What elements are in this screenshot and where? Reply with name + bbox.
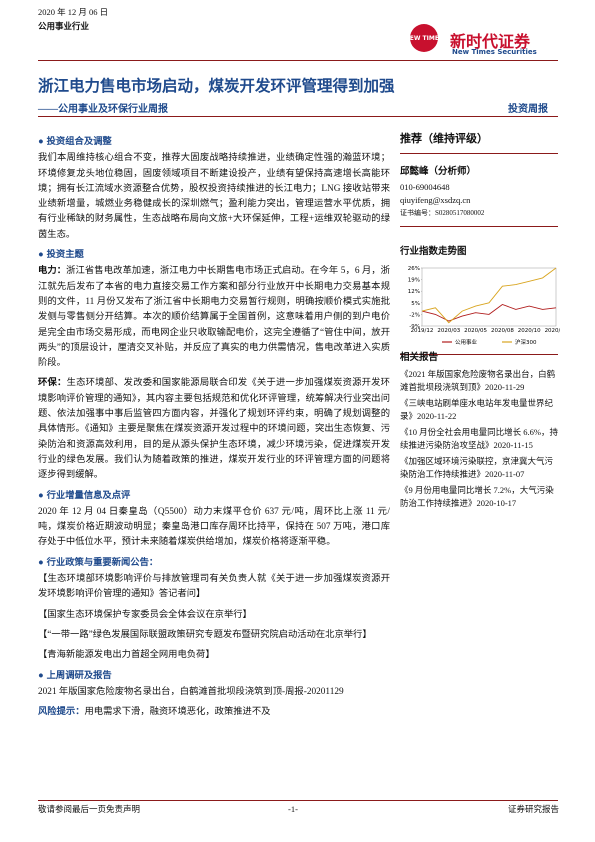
section-heading: 上周调研及报告	[38, 669, 390, 684]
title-rule	[38, 116, 558, 117]
page-number: -1-	[288, 804, 298, 814]
chart-rule	[400, 354, 558, 355]
legend-label: 公用事业	[455, 338, 478, 346]
paragraph: 环保：生态环境部、发改委和国家能源局联合印发《关于进一步加强煤炭资源开发环境影响…	[38, 376, 390, 483]
logo-en: New Times Securities	[452, 48, 537, 56]
related-title: 《10 月份全社会用电量同比增长 6.6%，持续推进污染防治攻坚战》	[400, 427, 558, 450]
x-tick-label: 2020/10	[518, 328, 541, 334]
related-date: 2020-10-17	[476, 498, 517, 508]
disclaimer: 敬请参阅最后一页免责声明	[38, 804, 141, 814]
subtitle: ——公用事业及环保行业周报	[38, 104, 168, 115]
paragraph: 风险提示：用电需求下滑，融资环境恶化，政策推进不及	[38, 705, 390, 720]
y-tick-label: 5%	[411, 301, 420, 307]
related-date: 2020-11-07	[485, 469, 525, 479]
y-tick-label: 12%	[408, 289, 420, 295]
x-tick-label: 2020/12	[545, 328, 560, 334]
paragraph-text: 【生态环境部环境影响评价与排放管理司有关负责人就《关于进一步加强煤炭资源开发环境…	[38, 574, 390, 600]
section-heading: 投资组合及调整	[38, 135, 390, 150]
paragraph-label: 环保：	[38, 378, 67, 389]
related-item: 《2021 年版国家危险废物名录出台，白鹤滩首批坝段浇筑到顶》2020-11-2…	[400, 368, 560, 394]
section-heading: 投资主题	[38, 248, 390, 263]
paragraph-text: 2021 年版国家危险废物名录出台，白鹤滩首批坝段浇筑到顶-周报-2020112…	[38, 686, 344, 697]
paragraph: 2021 年版国家危险废物名录出台，白鹤滩首批坝段浇筑到顶-周报-2020112…	[38, 685, 390, 700]
related-title: 《三峡电站刷单座水电站年发电量世界纪录》	[400, 398, 554, 421]
related-date: 2020-11-29	[485, 382, 525, 392]
y-tick-label: -2%	[409, 312, 420, 318]
index-chart: 26% 19% 12% 5% -2% -9%2019/12 2020/03 2020/05 20…	[408, 266, 560, 346]
date: 2020 年 12 月 06 日	[38, 7, 109, 17]
y-tick-label: 19%	[408, 278, 420, 284]
related-item: 《10 月份全社会用电量同比增长 6.6%，持续推进污染防治攻坚战》2020-1…	[400, 426, 560, 452]
related-date: 2020-11-22	[417, 411, 457, 421]
industry: 公用事业行业	[38, 21, 90, 31]
logo-name: 新时代证券	[450, 32, 531, 51]
y-tick-label: -9%	[409, 324, 420, 330]
related-item: 《9 月份用电量同比增长 7.2%，大气污染防治工作持续推进》2020-10-1…	[400, 484, 560, 510]
x-tick-label: 2020/08	[491, 328, 514, 334]
report-type: 投资周报	[508, 104, 548, 115]
paragraph-label: 风险提示：	[38, 707, 85, 718]
paragraph-text: 生态环境部、发改委和国家能源局联合印发《关于进一步加强煤炭资源开发环境影响评价管…	[38, 378, 390, 481]
email: qiuyifeng@xsdzq.cn	[400, 195, 471, 205]
paragraph: 【青海新能源发电出力首超全网用电负荷】	[38, 648, 390, 663]
related-item: 《加强区域环境污染联控，京津冀大气污染防治工作持续推进》2020-11-07	[400, 455, 560, 481]
title: 浙江电力售电市场启动，煤炭开发环评管理得到加强	[38, 78, 395, 95]
paragraph: 我们本周维持核心组合不变，推荐大固废战略持续推进，业绩确定性强的瀚蓝环境；环境修…	[38, 151, 390, 243]
header-rule	[38, 60, 558, 61]
related-date: 2020-11-15	[493, 440, 533, 450]
rating-rule	[400, 153, 558, 154]
analyst-rule	[400, 226, 558, 227]
paragraph-text: 【青海新能源发电出力首超全网用电负荷】	[38, 650, 215, 661]
rating: 推荐（维持评级）	[400, 133, 488, 145]
phone: 010-69004648	[400, 182, 450, 192]
related-list: 《2021 年版国家危险废物名录出台，白鹤滩首批坝段浇筑到顶》2020-11-2…	[400, 368, 560, 513]
related-title: 《2021 年版国家危险废物名录出台，白鹤滩首批坝段浇筑到顶》	[400, 369, 556, 392]
paragraph-text: 我们本周维持核心组合不变，推荐大固废战略持续推进，业绩确定性强的瀚蓝环境；环境修…	[38, 153, 390, 240]
related-title: 《加强区域环境污染联控，京津冀大气污染防治工作持续推进》	[400, 456, 554, 479]
series-line	[421, 303, 557, 322]
footer-rule	[38, 800, 558, 801]
paragraph-text: 浙江省售电改革加速，浙江电力中长期售电市场正式启动。在今年 5，6 月，浙江就先…	[38, 266, 390, 369]
paragraph-text: 【“一带一路”绿色发展国际联盟政策研究专题发布暨研究院启动活动在北京举行】	[38, 629, 372, 640]
paragraph: 2020 年 12 月 04 日秦皇岛（Q5500）动力末煤平仓价 637 元/…	[38, 505, 390, 551]
legend-label: 沪深300	[515, 338, 537, 346]
paragraph-label: 电力：	[38, 266, 67, 277]
x-tick-label: 2020/03	[437, 328, 460, 334]
paragraph: 【“一带一路”绿色发展国际联盟政策研究专题发布暨研究院启动活动在北京举行】	[38, 628, 390, 643]
main-column: 投资组合及调整我们本周维持核心组合不变，推荐大固废战略持续推进，业绩确定性强的瀚…	[38, 133, 390, 725]
related-item: 《三峡电站刷单座水电站年发电量世界纪录》2020-11-22	[400, 397, 560, 423]
cert: 证书编号：S0280517080002	[400, 209, 485, 217]
related-title: 相关报告	[400, 353, 439, 363]
paragraph-text: 2020 年 12 月 04 日秦皇岛（Q5500）动力末煤平仓价 637 元/…	[38, 506, 390, 548]
x-tick-label: 2020/05	[464, 328, 487, 334]
plot-frame	[421, 267, 557, 327]
paragraph: 电力：浙江省售电改革加速，浙江电力中长期售电市场正式启动。在今年 5，6 月，浙…	[38, 264, 390, 371]
section-heading: 行业增量信息及点评	[38, 489, 390, 504]
paragraph: 【国家生态环境保护专家委员会全体会议在京举行】	[38, 608, 390, 623]
paragraph-text: 【国家生态环境保护专家委员会全体会议在京举行】	[38, 609, 252, 620]
logo-mark: NEW TIMES	[405, 24, 444, 52]
logo-mark-text: NEW TIMES	[405, 35, 444, 42]
footer-label: 证券研究报告	[508, 804, 560, 814]
related-title: 《9 月份用电量同比增长 7.2%，大气污染防治工作持续推进》	[400, 485, 554, 508]
paragraph-text: 用电需求下滑，融资环境恶化，政策推进不及	[84, 707, 271, 718]
x-tick-label: 2019/12	[411, 328, 434, 334]
series-line	[421, 267, 557, 324]
y-tick-label: 26%	[408, 266, 420, 272]
section-heading: 行业政策与重要新闻公告：	[38, 556, 390, 571]
chart-title: 行业指数走势图	[400, 247, 467, 257]
paragraph: 【生态环境部环境影响评价与排放管理司有关负责人就《关于进一步加强煤炭资源开发环境…	[38, 572, 390, 603]
analyst: 邱懿峰（分析师）	[400, 167, 477, 177]
